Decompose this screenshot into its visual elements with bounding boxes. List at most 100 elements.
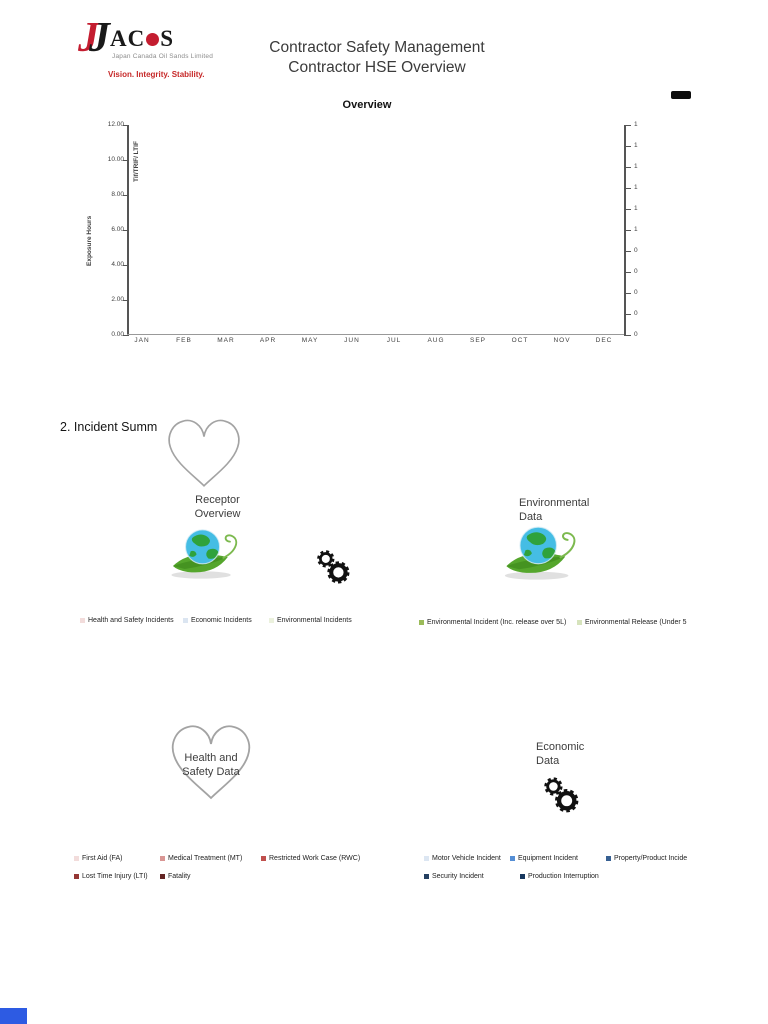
receptor-label-line1: Receptor — [195, 494, 240, 506]
legend-swatch — [80, 618, 85, 623]
legend-swatch — [510, 856, 515, 861]
heart-outline-icon — [168, 419, 240, 487]
globe-leaf-icon — [504, 526, 576, 580]
legend-swatch — [606, 856, 611, 861]
title-line-1: Contractor Safety Management — [269, 39, 485, 56]
globe-leaf-icon — [171, 529, 238, 579]
right-axis-tick — [626, 188, 631, 189]
legend-label: Environmental Incidents — [277, 617, 352, 624]
right-axis-tick-label: 1 — [634, 121, 638, 128]
x-axis-tick: JAN — [134, 337, 150, 344]
x-axis-tick: NOV — [553, 337, 571, 344]
legend-item: Security Incident — [424, 873, 484, 880]
legend-label: Environmental Incident (Inc. release ove… — [427, 619, 567, 626]
legend-item: Environmental Incident (Inc. release ove… — [419, 619, 566, 626]
legend-label: Health and Safety Incidents — [88, 617, 174, 624]
environmental-label-line1: Environmental — [519, 497, 590, 509]
legend-item: Environmental Release (Under 5 — [577, 619, 687, 626]
economic-data-label: Economic Data — [536, 741, 584, 768]
left-axis-label: Tif/TRIF/ LTIF — [133, 141, 140, 182]
right-axis-tick-label: 0 — [634, 331, 638, 338]
legend-item: Restricted Work Case (RWC) — [261, 855, 360, 862]
receptor-overview-label: Receptor Overview — [175, 494, 260, 521]
left-axis-tick-label: 4.00 — [111, 261, 124, 268]
left-axis-tick — [123, 195, 128, 196]
legend-swatch — [74, 874, 79, 879]
left-axis-tick — [123, 125, 128, 126]
legend-item: First Aid (FA) — [74, 855, 122, 862]
logo-tagline: Vision. Integrity. Stability. — [108, 70, 205, 79]
heart-outline-icon — [171, 725, 251, 800]
x-axis-tick: JUL — [386, 337, 402, 344]
legend-item: Motor Vehicle Incident — [424, 855, 501, 862]
legend-swatch — [419, 620, 424, 625]
right-axis-tick-label: 0 — [634, 268, 638, 275]
right-axis-tick — [626, 209, 631, 210]
legend-item: Health and Safety Incidents — [80, 617, 174, 624]
chart-title: Overview — [342, 99, 392, 111]
receptor-label-line2: Overview — [194, 507, 241, 520]
left-axis-line — [127, 125, 129, 336]
right-axis-tick — [626, 314, 631, 315]
right-axis-tick — [626, 251, 631, 252]
left-axis-tick-label: 10.00 — [107, 156, 124, 163]
legend-label: Equipment Incident — [518, 855, 578, 862]
left-axis-tick-label: 12.00 — [107, 121, 124, 128]
legend-item: Fatality — [160, 873, 191, 880]
legend-item: Lost Time Injury (LTI) — [74, 873, 148, 880]
right-axis-tick-label: 1 — [634, 226, 638, 233]
legend-swatch — [160, 856, 165, 861]
left-axis-tick — [123, 160, 128, 161]
x-axis-tick: APR — [259, 337, 277, 344]
x-axis-tick: MAY — [301, 337, 319, 344]
x-axis-month-labels: JAN FEB MAR APR MAY JUN JUL AUG SEP OCT … — [122, 337, 624, 344]
economic-label-line2: Data — [536, 754, 560, 767]
legend-item: Production Interruption — [520, 873, 599, 880]
left-axis-tick — [123, 300, 128, 301]
health-safety-label-line1: Health and — [184, 752, 238, 764]
right-axis-tick-label: 1 — [634, 184, 638, 191]
health-safety-data-label: Health and Safety Data — [168, 752, 254, 779]
legend-swatch — [74, 856, 79, 861]
logo-ac: AC — [110, 26, 146, 51]
economic-label-line1: Economic — [536, 741, 585, 753]
legend-label: Economic Incidents — [191, 617, 252, 624]
x-axis-tick: MAR — [217, 337, 235, 344]
legend-label: Security Incident — [432, 873, 484, 880]
legend-swatch — [269, 618, 274, 623]
logo-s: S — [160, 26, 175, 51]
x-axis-tick: AUG — [427, 337, 445, 344]
environmental-label-line2: Data — [519, 510, 543, 523]
right-axis-tick — [626, 272, 631, 273]
left-axis-tick — [123, 230, 128, 231]
logo-j-red: J — [78, 15, 99, 61]
logo-o-dot — [146, 32, 160, 46]
right-axis-tick — [626, 167, 631, 168]
right-axis-tick-label: 1 — [634, 142, 638, 149]
right-axis-tick — [626, 230, 631, 231]
right-axis-tick — [626, 125, 631, 126]
legend-swatch — [183, 618, 188, 623]
legend-label: Production Interruption — [528, 873, 599, 880]
right-axis-tick-label: 0 — [634, 310, 638, 317]
legend-item: Economic Incidents — [183, 617, 252, 624]
left-axis-tick — [123, 265, 128, 266]
x-axis-tick: JUN — [344, 337, 360, 344]
legend-swatch — [261, 856, 266, 861]
environmental-data-label: Environmental Data — [519, 497, 589, 524]
page-corner-tab — [0, 1008, 27, 1024]
legend-item: Medical Treatment (MT) — [160, 855, 242, 862]
health-safety-label-line2: Safety Data — [182, 765, 240, 778]
right-axis-tick-label: 1 — [634, 205, 638, 212]
right-axis-tick-label: 0 — [634, 247, 638, 254]
right-axis-tick-label: 0 — [634, 289, 638, 296]
legend-label: Environmental Release (Under 5 — [585, 619, 687, 626]
x-axis-tick: OCT — [511, 337, 529, 344]
legend-label: Restricted Work Case (RWC) — [269, 855, 361, 862]
document-title: Contractor Safety Management Contractor … — [207, 38, 547, 78]
logo-subtitle: Japan Canada Oil Sands Limited — [112, 53, 214, 60]
legend-label: Lost Time Injury (LTI) — [82, 873, 148, 880]
left-axis-tick-label: 0.00 — [111, 331, 124, 338]
legend-swatch — [520, 874, 525, 879]
